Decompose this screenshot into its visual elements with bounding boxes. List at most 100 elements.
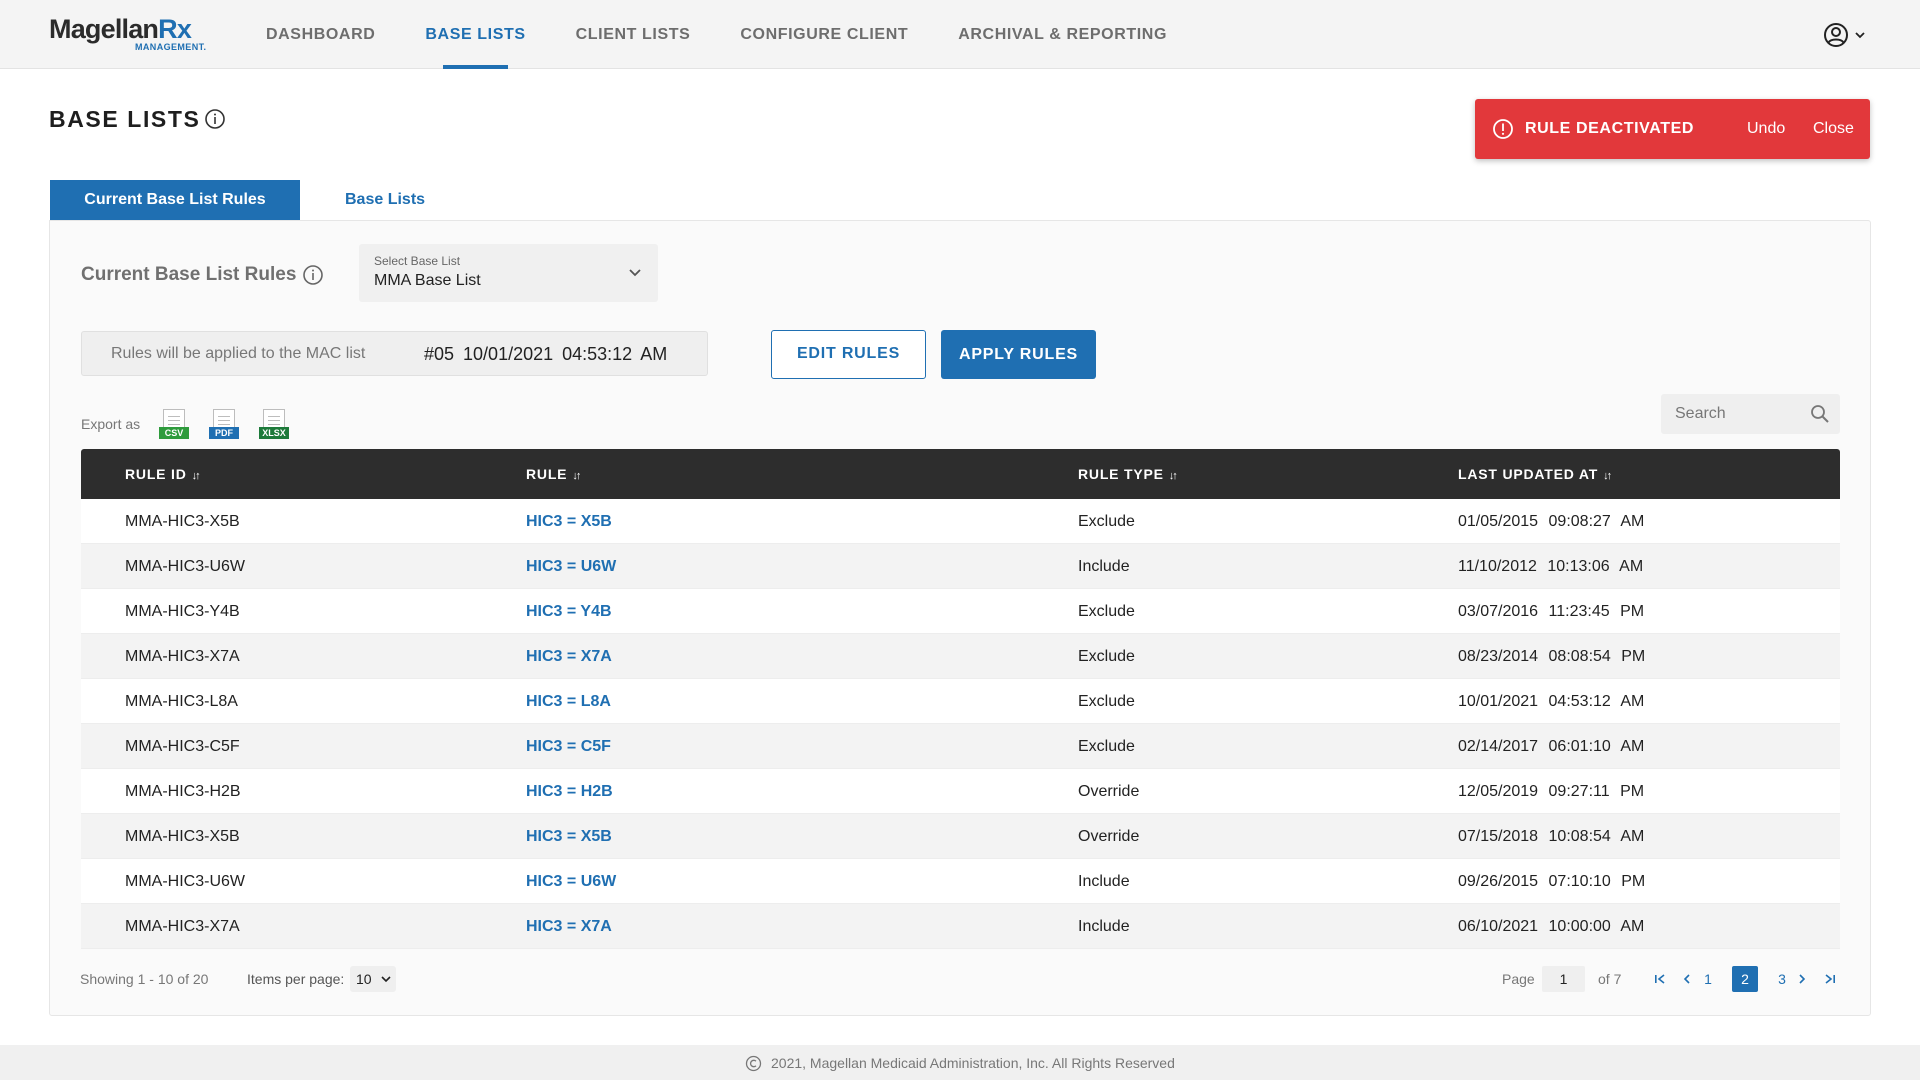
column-header-rule-type[interactable]: RULE TYPE ↓↑ xyxy=(1078,466,1178,482)
items-per-page-select[interactable]: 10 xyxy=(350,966,396,992)
page-1-button[interactable]: 1 xyxy=(1704,971,1712,987)
last-updated-cell: 08/23/2014 08:08:54 PM xyxy=(1458,648,1646,665)
rule-link[interactable]: HIC3 = X7A xyxy=(526,648,612,665)
magellan-rx-logo[interactable]: MagellanRx MANAGEMENT. xyxy=(49,14,206,54)
export-csv-icon[interactable]: CSV xyxy=(159,409,189,441)
table-row: MMA-HIC3-X7A HIC3 = X7A Include 06/10/20… xyxy=(81,904,1840,949)
nav-client-lists[interactable]: CLIENT LISTS xyxy=(575,26,691,43)
rule-id-cell: MMA-HIC3-X7A xyxy=(125,918,240,935)
search-input[interactable] xyxy=(1661,394,1811,434)
toast-message: RULE DEACTIVATED xyxy=(1525,120,1695,137)
rule-link[interactable]: HIC3 = H2B xyxy=(526,783,613,800)
chevron-down-icon xyxy=(1855,32,1865,39)
search-icon[interactable] xyxy=(1810,404,1830,424)
page-3-button[interactable]: 3 xyxy=(1778,971,1786,987)
last-updated-cell: 10/01/2021 04:53:12 AM xyxy=(1458,693,1645,710)
showing-count: Showing 1 - 10 of 20 xyxy=(80,971,209,987)
last-updated-cell: 06/10/2021 10:00:00 AM xyxy=(1458,918,1645,935)
last-updated-cell: 03/07/2016 11:23:45 PM xyxy=(1458,603,1645,620)
rule-deactivated-toast: RULE DEACTIVATED Undo Close xyxy=(1475,99,1870,159)
rule-type-cell: Exclude xyxy=(1078,603,1135,620)
first-page-icon[interactable] xyxy=(1652,966,1668,992)
rule-link[interactable]: HIC3 = X7A xyxy=(526,918,612,935)
nav-dashboard[interactable]: DASHBOARD xyxy=(266,26,376,43)
page-total: of 7 xyxy=(1598,971,1622,987)
export-pdf-icon[interactable]: PDF xyxy=(209,409,239,441)
rule-type-cell: Include xyxy=(1078,558,1130,575)
rule-type-cell: Include xyxy=(1078,918,1130,935)
logo-wordmark: MagellanRx xyxy=(49,14,192,44)
page-2-button[interactable]: 2 xyxy=(1732,966,1758,992)
rules-table: RULE ID ↓↑ RULE ↓↑ RULE TYPE ↓↑ LAST UPDATE… xyxy=(81,449,1840,949)
logo-subtitle: MANAGEMENT. xyxy=(135,42,207,52)
page-number-input[interactable] xyxy=(1542,966,1585,992)
previous-page-icon[interactable] xyxy=(1680,966,1694,992)
column-header-last-updated[interactable]: LAST UPDATED AT ↓↑ xyxy=(1458,466,1612,482)
rule-link[interactable]: HIC3 = L8A xyxy=(526,693,611,710)
tab-current-base-list-rules[interactable]: Current Base List Rules xyxy=(50,180,300,220)
page-label: Page xyxy=(1502,971,1535,987)
next-page-icon[interactable] xyxy=(1795,966,1809,992)
last-updated-cell: 09/26/2015 07:10:10 PM xyxy=(1458,873,1646,890)
page-footer: 2021, Magellan Medicaid Administration, … xyxy=(0,1045,1920,1080)
table-header: RULE ID ↓↑ RULE ↓↑ RULE TYPE ↓↑ LAST UPDATE… xyxy=(81,449,1840,499)
table-row: MMA-HIC3-L8A HIC3 = L8A Exclude 10/01/20… xyxy=(81,679,1840,724)
rule-link[interactable]: HIC3 = U6W xyxy=(526,873,617,890)
rule-link[interactable]: HIC3 = U6W xyxy=(526,558,617,575)
rule-id-cell: MMA-HIC3-C5F xyxy=(125,738,240,755)
last-updated-cell: 11/10/2012 10:13:06 AM xyxy=(1458,558,1644,575)
table-row: MMA-HIC3-Y4B HIC3 = Y4B Exclude 03/07/20… xyxy=(81,589,1840,634)
rule-id-cell: MMA-HIC3-U6W xyxy=(125,558,245,575)
rule-type-cell: Exclude xyxy=(1078,693,1135,710)
copyright-icon xyxy=(745,1055,762,1072)
rule-id-cell: MMA-HIC3-X5B xyxy=(125,513,240,530)
items-per-page-label: Items per page: xyxy=(247,971,345,987)
info-icon[interactable] xyxy=(204,108,226,130)
last-updated-cell: 07/15/2018 10:08:54 AM xyxy=(1458,828,1645,845)
table-row: MMA-HIC3-U6W HIC3 = U6W Include 09/26/20… xyxy=(81,859,1840,904)
rule-type-cell: Override xyxy=(1078,783,1140,800)
rule-link[interactable]: HIC3 = X5B xyxy=(526,828,612,845)
column-header-rule[interactable]: RULE ↓↑ xyxy=(526,466,581,482)
sort-icon: ↓↑ xyxy=(191,470,201,482)
rule-link[interactable]: HIC3 = C5F xyxy=(526,738,611,755)
last-page-icon[interactable] xyxy=(1822,966,1838,992)
rule-id-cell: MMA-HIC3-Y4B xyxy=(125,603,240,620)
toast-close-button[interactable]: Close xyxy=(1813,120,1854,137)
tab-base-lists[interactable]: Base Lists xyxy=(345,191,426,208)
select-value: MMA Base List xyxy=(374,272,481,289)
sort-icon: ↓↑ xyxy=(1168,470,1178,482)
mac-list-value: #05 10/01/2021 04:53:12 AM xyxy=(424,344,668,364)
export-xlsx-icon[interactable]: XLSX xyxy=(259,409,289,441)
base-list-select[interactable]: Select Base List MMA Base List xyxy=(359,244,658,302)
column-header-rule-id[interactable]: RULE ID ↓↑ xyxy=(125,466,201,482)
rule-id-cell: MMA-HIC3-X5B xyxy=(125,828,240,845)
nav-archival-reporting[interactable]: ARCHIVAL & REPORTING xyxy=(958,26,1167,43)
rule-id-cell: MMA-HIC3-H2B xyxy=(125,783,241,800)
last-updated-cell: 02/14/2017 06:01:10 AM xyxy=(1458,738,1645,755)
toast-undo-button[interactable]: Undo xyxy=(1747,120,1786,137)
nav-base-lists[interactable]: BASE LISTS xyxy=(425,0,525,69)
chevron-down-icon xyxy=(381,976,391,983)
table-row: MMA-HIC3-C5F HIC3 = C5F Exclude 02/14/20… xyxy=(81,724,1840,769)
main-nav: DASHBOARD BASE LISTS CLIENT LISTS CONFIG… xyxy=(266,0,1217,69)
table-body: MMA-HIC3-X5B HIC3 = X5B Exclude 01/05/20… xyxy=(81,499,1840,949)
nav-configure-client[interactable]: CONFIGURE CLIENT xyxy=(740,26,909,43)
apply-rules-button[interactable]: APPLY RULES xyxy=(941,330,1096,379)
edit-rules-button[interactable]: EDIT RULES xyxy=(771,330,926,379)
mac-list-info: Rules will be applied to the MAC list #0… xyxy=(81,331,708,376)
export-label: Export as xyxy=(81,416,141,432)
table-row: MMA-HIC3-X7A HIC3 = X7A Exclude 08/23/20… xyxy=(81,634,1840,679)
user-menu[interactable] xyxy=(1823,20,1869,50)
info-icon[interactable] xyxy=(302,264,324,286)
panel-title: Current Base List Rules xyxy=(81,264,297,285)
sort-icon: ↓↑ xyxy=(1603,470,1612,482)
rule-type-cell: Include xyxy=(1078,873,1130,890)
select-label: Select Base List xyxy=(374,254,461,268)
sort-icon: ↓↑ xyxy=(572,470,581,482)
rule-link[interactable]: HIC3 = Y4B xyxy=(526,603,612,620)
last-updated-cell: 12/05/2019 09:27:11 PM xyxy=(1458,783,1645,800)
rule-link[interactable]: HIC3 = X5B xyxy=(526,513,612,530)
rule-id-cell: MMA-HIC3-X7A xyxy=(125,648,240,665)
top-bar: MagellanRx MANAGEMENT. DASHBOARD BASE LI… xyxy=(0,0,1920,69)
